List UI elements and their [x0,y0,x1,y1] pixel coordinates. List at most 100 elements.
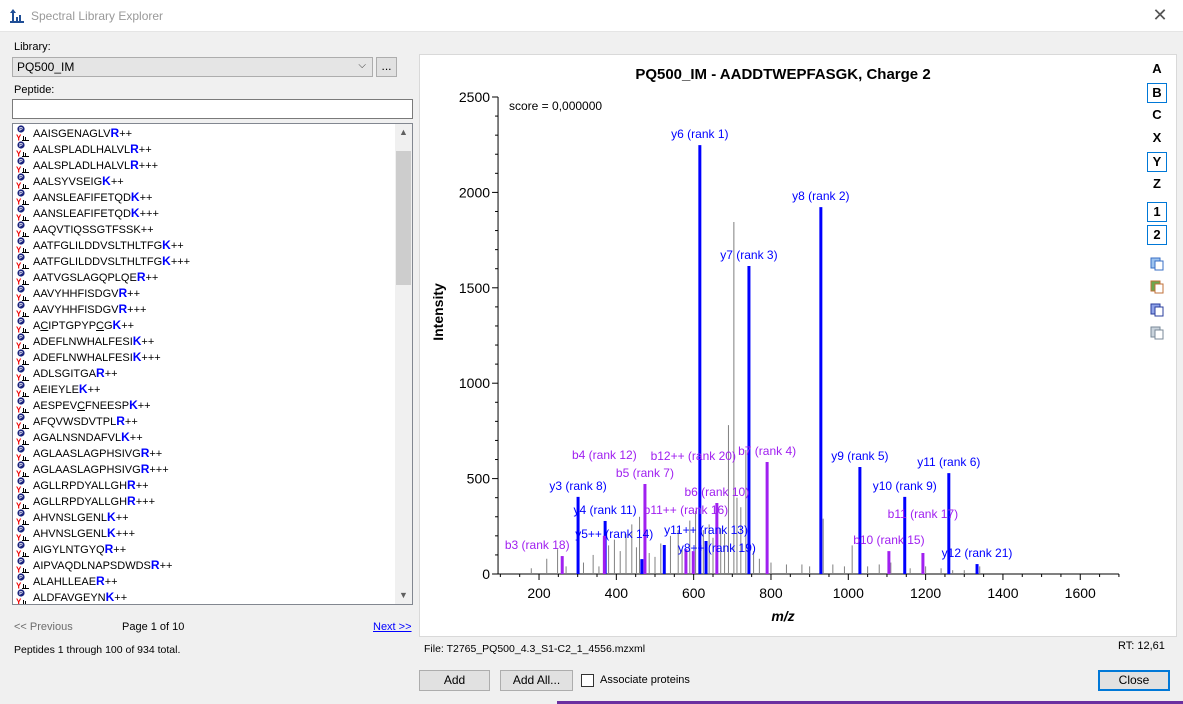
library-value: PQ500_IM [17,60,75,74]
peptide-icon: PY [16,301,29,317]
library-label: Library: [14,41,51,53]
peptide-sequence: AATFGLILDDVSLTHLTFGK++ [33,238,184,252]
print-icon[interactable] [1147,325,1167,345]
scroll-up-icon[interactable]: ▲ [399,127,408,137]
y-tick-label: 2000 [459,184,490,200]
peptide-sequence: AANSLEAFIFETQDK++ [33,190,153,204]
taskbar-accent [557,701,1183,704]
ion-toggle-y[interactable]: Y [1147,152,1167,172]
svg-text:P: P [19,383,23,389]
ion-toggle-2[interactable]: 2 [1147,225,1167,245]
scrollbar[interactable]: ▲ ▼ [395,124,412,604]
copy-icon[interactable] [1147,256,1167,276]
peptide-sequence: AIGYLNTGYQR++ [33,542,127,556]
peptide-sequence: AESPEVCFNEESPK++ [33,398,151,412]
svg-text:P: P [19,463,23,469]
peptide-sequence: AGLLRPDYALLGHR+++ [33,494,155,508]
ion-toggle-x[interactable]: X [1152,130,1162,145]
peptide-count: Peptides 1 through 100 of 934 total. [14,644,181,656]
svg-text:P: P [19,159,23,165]
svg-text:Y: Y [16,438,22,446]
svg-text:P: P [19,223,23,229]
peak-label: y12 (rank 21) [942,546,1013,560]
ion-toggle-b[interactable]: B [1147,83,1167,103]
peptide-sequence: AALSYVSEIGK++ [33,174,124,188]
peptide-icon: PY [16,381,29,397]
peptide-icon: PY [16,205,29,221]
peptide-icon: PY [16,573,29,589]
previous-link[interactable]: << Previous [14,621,73,633]
svg-text:P: P [19,543,23,549]
library-select[interactable]: PQ500_IM ⌵ [12,57,373,77]
peak-label: b12++ (rank 20) [651,449,736,463]
x-axis-label: m/z [771,608,794,624]
peptide-icon: PY [16,285,29,301]
y-tick-label: 1000 [459,375,490,391]
peak-label: b11 (rank 17) [888,507,958,521]
copy-image-icon[interactable] [1147,279,1167,299]
peak-label: y7 (rank 3) [720,248,777,262]
peptide-icon: PY [16,173,29,189]
svg-text:Y: Y [16,502,22,510]
peptide-icon: PY [16,349,29,366]
y-tick-label: 1500 [459,280,490,296]
browse-library-button[interactable]: ... [376,57,397,77]
associate-proteins-checkbox[interactable] [581,674,594,687]
svg-text:Y: Y [16,198,22,206]
next-link[interactable]: Next >> [373,621,412,633]
svg-text:P: P [19,239,23,245]
peptide-icon: PY [16,365,29,381]
title-bar: Spectral Library Explorer ✕ [0,0,1183,32]
svg-text:Y: Y [16,566,22,574]
peptide-sequence: AGLAASLAGPHSIVGR+++ [33,462,169,476]
ion-toggle-1[interactable]: 1 [1147,202,1167,222]
svg-text:P: P [19,415,23,421]
y-tick-label: 0 [482,566,490,582]
peptide-icon: PY [16,237,29,253]
svg-text:Y: Y [16,358,22,366]
peak-label: b6 (rank 10) [685,485,750,499]
peptide-sequence: ADLSGITGAR++ [33,366,118,380]
ion-toggle-c[interactable]: C [1152,107,1162,122]
svg-text:Y: Y [16,454,22,462]
close-button[interactable]: Close [1098,670,1170,691]
scroll-thumb[interactable] [396,151,411,285]
peptide-sequence: ALDFAVGEYNK++ [33,590,128,604]
peak-label: b7 (rank 4) [738,444,796,458]
svg-text:P: P [19,271,23,277]
page-indicator: Page 1 of 10 [122,621,185,633]
svg-text:Y: Y [16,470,22,478]
svg-text:P: P [19,351,23,357]
rt-label: RT: 12,61 [1118,640,1165,652]
peptide-list[interactable]: P Y AAISGENAGLVR++ P Y AALSPLADLHALVLR++ P Y AAL… [12,123,413,605]
peptide-sequence: AGLLRPDYALLGHR++ [33,478,149,492]
ion-toggle-z[interactable]: Z [1153,176,1161,191]
svg-text:P: P [19,175,23,181]
peak-label: y8++ (rank 19) [678,541,756,555]
peak-label: y9 (rank 5) [831,449,888,463]
peptide-input[interactable] [12,99,413,119]
peak-label: b5 (rank 7) [616,466,674,480]
svg-text:P: P [19,335,23,341]
scroll-down-icon[interactable]: ▼ [399,590,408,600]
peptide-sequence: AALSPLADLHALVLR+++ [33,158,159,172]
add-button[interactable]: Add [419,670,490,691]
peak-label: y5++ (rank 14) [575,527,653,541]
add-all-button[interactable]: Add All... [500,670,573,691]
peptide-icon: PY [16,525,29,541]
close-window-button[interactable]: ✕ [1152,5,1168,25]
svg-text:P: P [19,287,23,293]
peptide-icon: PY [16,493,29,510]
ion-toggle-a[interactable]: A [1152,61,1162,76]
peak-label: y11 (rank 6) [917,455,980,469]
peptide-sequence: AAVYHHFISDGVR++ [33,286,140,300]
svg-text:P: P [19,255,23,261]
svg-text:P: P [19,575,23,581]
svg-text:Y: Y [16,262,22,270]
peptide-icon: PY [16,141,29,157]
peptide-icon: PY [16,333,29,349]
save-icon[interactable] [1147,302,1167,322]
svg-text:Y: Y [16,518,22,526]
spectrum-chart: PQ500_IM - AADDTWEPFASGK, Charge 2 200 400… [430,66,1120,624]
peptide-sequence: ADEFLNWHALFESIK+++ [33,350,161,364]
